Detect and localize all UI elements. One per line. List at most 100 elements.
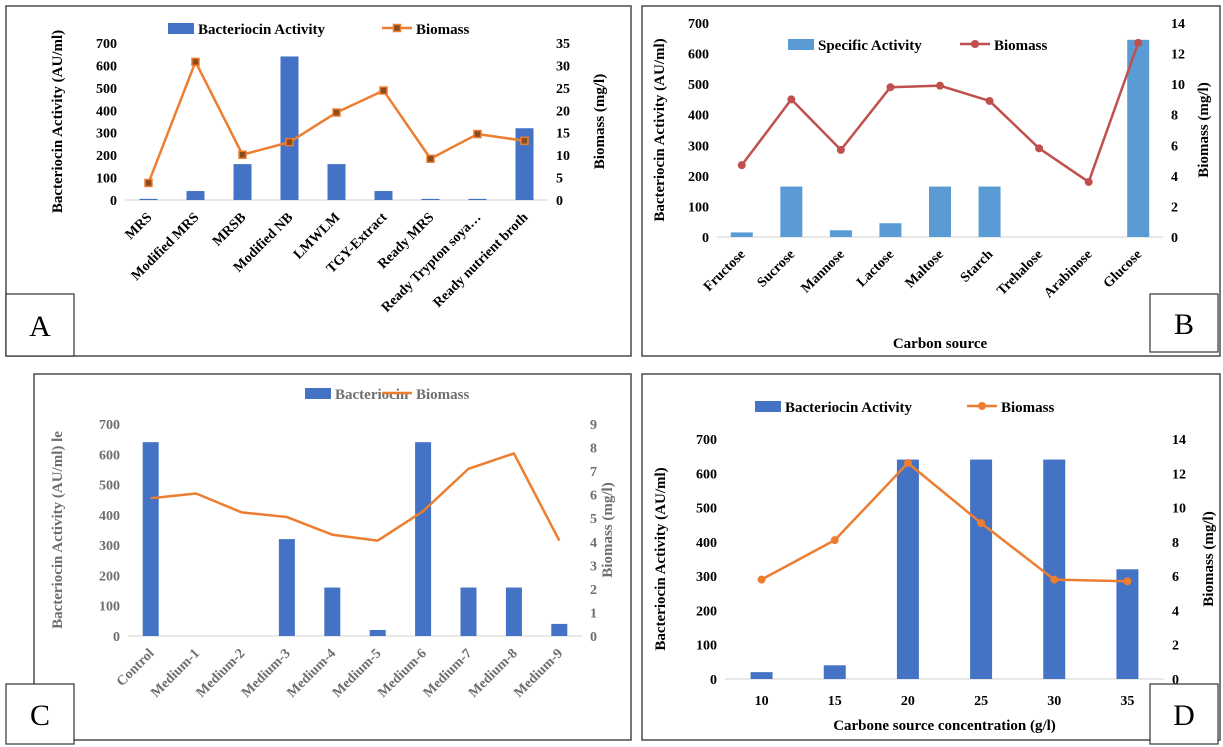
y-tick-label: 0 [702, 231, 709, 246]
y2-tick-label: 5 [590, 512, 597, 527]
y-tick-label: 700 [96, 37, 117, 52]
x-tick-label: 35 [1120, 694, 1134, 709]
y2-tick-label: 4 [1172, 604, 1179, 619]
bar-medium-4 [324, 587, 341, 636]
y-tick-label: 300 [688, 139, 709, 154]
panel-letter-box [1149, 683, 1219, 745]
y-tick-label: 100 [688, 200, 709, 215]
y-tick-label: 200 [99, 569, 120, 584]
y2-tick-label: 1 [590, 606, 597, 621]
y-tick-label: 200 [696, 604, 717, 619]
legend-swatch-bar [755, 401, 781, 412]
biomass-point [520, 136, 529, 146]
biomass-point [1134, 38, 1143, 47]
y2-tick-label: 8 [590, 442, 597, 457]
y-tick-label: 400 [96, 104, 117, 119]
bar-medium-3 [278, 539, 295, 636]
legend-label: Bacteriocin Activity [198, 22, 326, 38]
y2-tick-label: 4 [1171, 170, 1178, 185]
bar-30 [1043, 459, 1066, 679]
y2-tick-label: 15 [556, 127, 570, 142]
y2-tick-label: 0 [590, 630, 597, 645]
biomass-point [379, 86, 388, 95]
y-tick-label: 600 [99, 448, 120, 463]
x-axis-title: Carbon source [893, 336, 988, 352]
chart-panel-a: 0 100 200 300 400 500 600 700 0 5 10 15 20 25 30 35 Bact… [5, 5, 632, 357]
legend-marker [392, 23, 402, 33]
y2-tick-label: 6 [590, 489, 597, 504]
bar-control [142, 442, 159, 636]
y-tick-label: 400 [696, 536, 717, 551]
biomass-point [238, 150, 247, 159]
y-tick-label: 600 [688, 48, 709, 63]
y2-tick-label: 35 [556, 37, 570, 52]
x-axis-title: Carbone source concentration (g/l) [833, 718, 1056, 734]
biomass-point [1123, 577, 1132, 586]
legend-marker [978, 402, 986, 410]
y2-axis-title: Biomass (mg/l) [1201, 511, 1217, 606]
biomass-point [473, 129, 482, 139]
bar-medium-7 [460, 587, 477, 636]
biomass-point [191, 57, 200, 67]
y2-tick-label: 0 [1172, 673, 1179, 688]
y2-tick-label: 0 [556, 194, 563, 209]
y2-tick-label: 8 [1171, 109, 1178, 124]
legend-label: Bacteriocin Activity [785, 400, 913, 416]
y-tick-label: 300 [696, 570, 717, 585]
y-tick-label: 300 [96, 127, 117, 142]
bar-modified-nb [280, 56, 299, 201]
panel-frame [641, 5, 1221, 357]
x-tick-label: 20 [901, 694, 915, 709]
panel-letter-box [5, 293, 75, 357]
y2-tick-label: 12 [1172, 467, 1186, 482]
chart-panel-c: 0 100 200 300 400 500 600 700 0 1 2 3 4 5 6 7 8 9 Bacterio… [5, 373, 632, 745]
bar-medium-5 [369, 629, 386, 636]
bar-ready-mrs [421, 198, 440, 200]
bar-fructose [730, 232, 753, 237]
bar-medium-6 [415, 442, 432, 636]
y2-tick-label: 7 [590, 465, 597, 480]
y2-tick-label: 14 [1172, 433, 1186, 448]
bar-20 [896, 459, 919, 679]
biomass-point [830, 536, 839, 545]
biomass-point [737, 161, 746, 170]
y2-tick-label: 0 [1171, 231, 1178, 246]
y2-tick-label: 8 [1172, 536, 1179, 551]
y2-tick-label: 10 [1171, 78, 1185, 93]
y2-tick-label: 25 [556, 82, 570, 97]
biomass-point [285, 137, 294, 147]
biomass-line [150, 452, 561, 542]
biomass-point [332, 108, 341, 117]
legend-swatch-bar [305, 388, 331, 399]
y2-tick-label: 6 [1171, 139, 1178, 154]
y2-tick-label: 10 [1172, 502, 1186, 517]
y-tick-label: 700 [688, 17, 709, 32]
bar-35 [1116, 569, 1139, 679]
panel-letter: B [1174, 308, 1194, 341]
legend-swatch-bar [788, 39, 814, 50]
y-tick-label: 600 [696, 467, 717, 482]
panel-letter-box [5, 683, 75, 745]
x-tick-label: 15 [828, 694, 842, 709]
y-axis-title: Bacteriocin Activity (AU/ml) [50, 30, 66, 213]
panel-letter-box [1149, 293, 1219, 353]
y2-tick-label: 14 [1171, 17, 1185, 32]
y-tick-label: 0 [110, 194, 117, 209]
biomass-point [903, 459, 912, 467]
chart-panel-b: 0 100 200 300 400 500 600 700 0 2 4 6 8 10 12 14 Bacteri… [641, 5, 1221, 357]
y2-tick-label: 3 [590, 559, 597, 574]
legend-marker [971, 40, 979, 48]
bar-mrs [139, 198, 158, 200]
biomass-point [1084, 177, 1093, 186]
y-tick-label: 400 [99, 509, 120, 524]
bar-sucrose [780, 186, 803, 237]
biomass-point [787, 95, 796, 104]
bar-starch [978, 186, 1001, 237]
bar-medium-9 [551, 623, 568, 636]
panel-frame [33, 373, 632, 741]
panel-letter: A [29, 310, 51, 343]
y-tick-label: 200 [96, 149, 117, 164]
legend-swatch-bar [168, 23, 194, 34]
bar-ready-nutrient-broth [515, 128, 534, 200]
